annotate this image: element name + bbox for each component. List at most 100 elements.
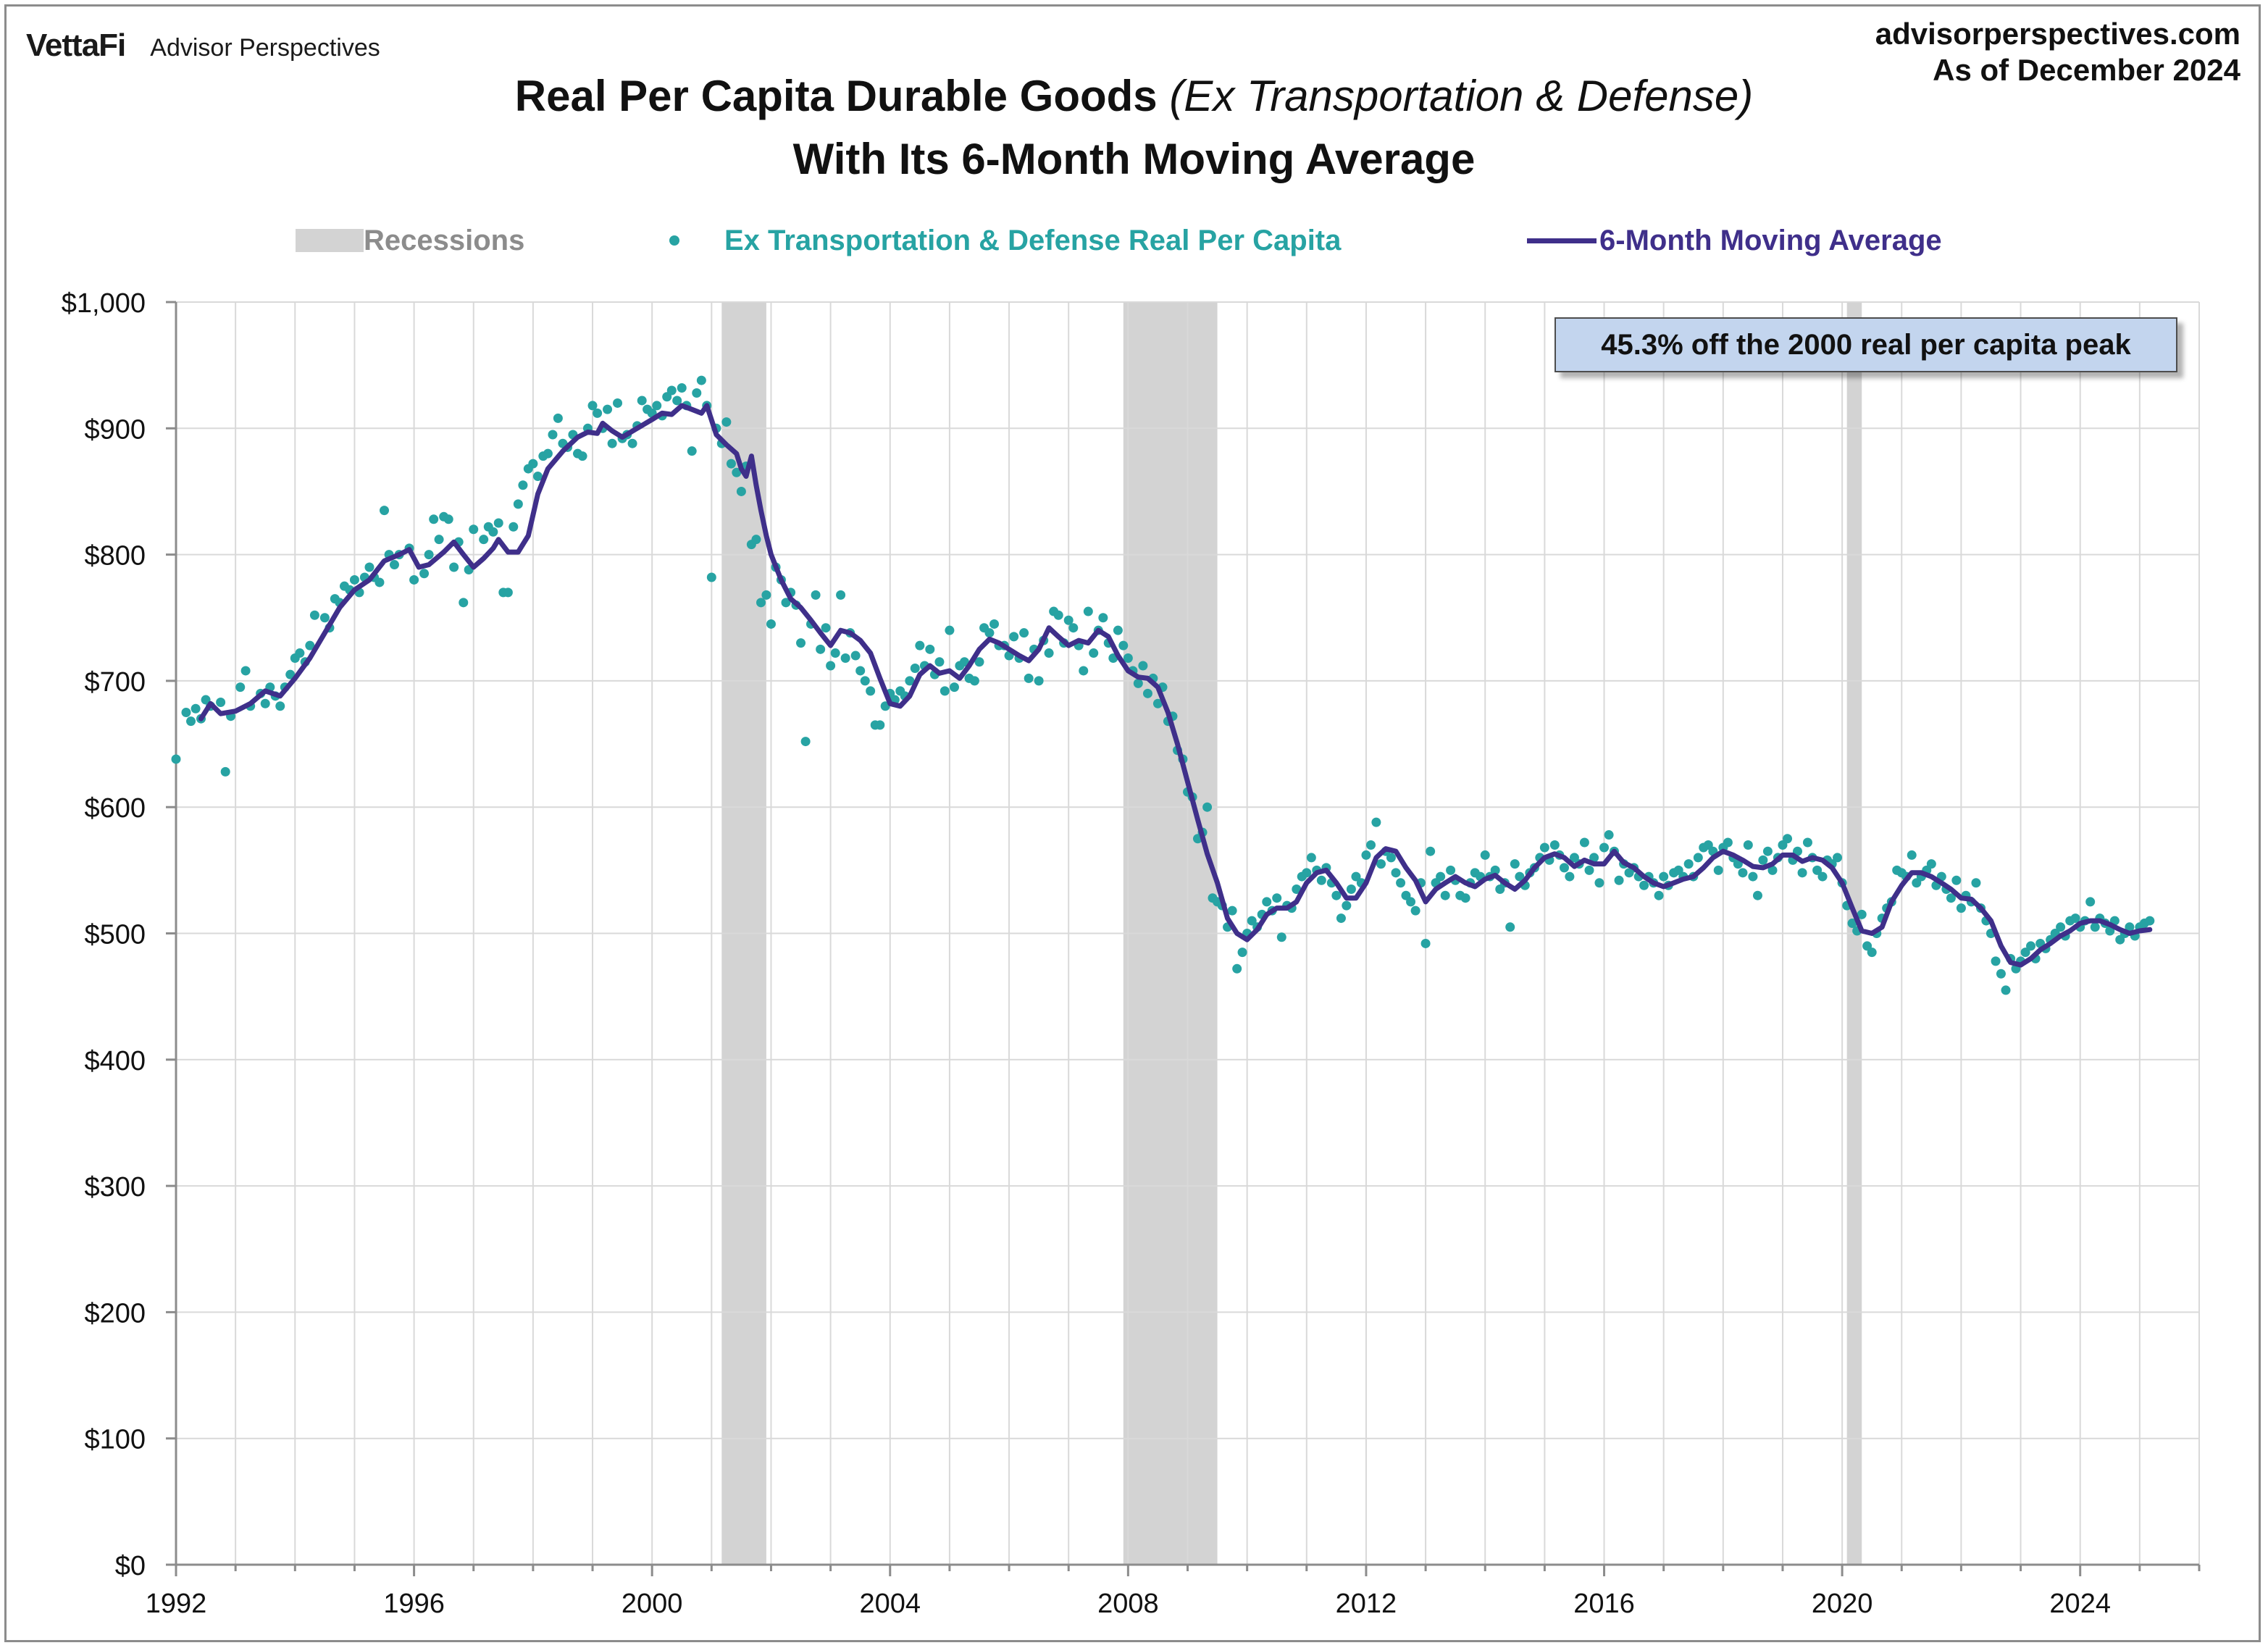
data-point — [1639, 880, 1649, 890]
data-point — [1346, 884, 1356, 894]
data-point — [1996, 969, 2006, 979]
data-point — [1342, 900, 1352, 911]
data-point — [1420, 938, 1431, 948]
data-point — [479, 535, 489, 545]
data-point — [959, 657, 969, 667]
data-point — [364, 562, 374, 572]
chart-title: Real Per Capita Durable Goods (Ex Transp… — [0, 71, 2268, 121]
data-point — [285, 669, 296, 679]
data-point — [627, 438, 637, 448]
data-point — [1024, 673, 1034, 683]
data-point — [796, 638, 806, 648]
data-point — [1847, 919, 1857, 929]
data-point — [1579, 837, 1589, 848]
y-tick-label: $600 — [84, 793, 146, 824]
data-point — [1306, 853, 1316, 863]
data-point — [587, 401, 598, 411]
data-point — [1510, 859, 1520, 869]
data-point — [2085, 897, 2096, 907]
data-point — [171, 754, 181, 764]
data-point — [260, 698, 270, 708]
data-point — [1336, 913, 1346, 924]
data-point — [706, 572, 716, 582]
data-point — [1446, 865, 1456, 875]
data-point — [1316, 875, 1326, 885]
data-point — [429, 514, 439, 524]
data-point — [2125, 922, 2135, 932]
data-point — [1034, 676, 1044, 686]
data-point — [940, 686, 950, 696]
data-point — [925, 644, 935, 654]
data-point — [949, 682, 959, 693]
data-point — [1133, 678, 1143, 688]
x-tick-label: 2000 — [622, 1589, 683, 1619]
data-point — [2026, 941, 2036, 951]
grid-layer — [176, 301, 2200, 1565]
data-point — [1460, 893, 1470, 903]
data-point — [1440, 890, 1450, 900]
data-point — [1331, 890, 1342, 900]
data-point — [969, 676, 979, 686]
data-point — [696, 375, 706, 385]
data-point — [677, 383, 687, 393]
data-point — [532, 472, 543, 482]
data-point — [915, 640, 925, 651]
data-point — [2020, 948, 2030, 958]
data-point — [1738, 868, 1748, 878]
data-point — [2145, 916, 2155, 926]
data-point — [593, 408, 603, 418]
data-point — [860, 676, 870, 686]
data-point — [816, 644, 826, 654]
data-point — [1351, 871, 1361, 882]
data-point — [1589, 853, 1599, 863]
chart-title-main: Real Per Capita Durable Goods — [514, 72, 1158, 120]
data-point — [811, 590, 821, 600]
data-point — [613, 398, 623, 408]
moving-average-line — [198, 403, 2153, 968]
data-point — [1083, 606, 1093, 616]
data-point — [875, 720, 885, 730]
data-point — [1693, 853, 1703, 863]
data-point — [850, 651, 861, 661]
data-point — [374, 577, 385, 587]
data-point — [513, 499, 523, 509]
data-point — [1113, 625, 1123, 635]
data-point — [866, 686, 876, 696]
data-point — [1797, 868, 1807, 878]
data-point — [830, 648, 840, 658]
data-point — [1762, 846, 1773, 856]
data-point — [493, 518, 503, 528]
x-tick-label: 2020 — [1812, 1589, 1873, 1619]
data-point — [1118, 640, 1129, 651]
data-point — [766, 619, 776, 629]
data-point — [1089, 648, 1099, 658]
y-tick-label: $800 — [84, 541, 146, 572]
data-point — [1371, 817, 1381, 827]
data-point — [1559, 863, 1569, 873]
data-point — [1659, 871, 1669, 882]
data-point — [503, 587, 513, 598]
data-point — [1599, 842, 1610, 853]
data-point — [1302, 868, 1312, 878]
data-point — [652, 401, 662, 411]
data-point — [419, 569, 430, 579]
data-point — [603, 404, 613, 414]
data-point — [1009, 632, 1019, 642]
data-point — [1436, 871, 1446, 882]
data-point — [934, 657, 945, 667]
as-of-date: As of December 2024 — [1933, 53, 2240, 87]
data-point — [349, 574, 359, 585]
data-point — [1951, 875, 1962, 885]
data-point — [1723, 837, 1733, 848]
data-point — [509, 522, 519, 532]
data-point — [1654, 890, 1664, 900]
data-point — [1817, 871, 1828, 882]
data-point — [1907, 850, 1917, 860]
data-point — [488, 527, 498, 537]
legend-label-dots: Ex Transportation & Defense Real Per Cap… — [724, 224, 1342, 256]
y-tick-label: $900 — [84, 414, 146, 445]
x-tick-label: 2024 — [2049, 1589, 2111, 1619]
data-point — [1019, 628, 1029, 638]
recession-swatch — [296, 229, 364, 252]
